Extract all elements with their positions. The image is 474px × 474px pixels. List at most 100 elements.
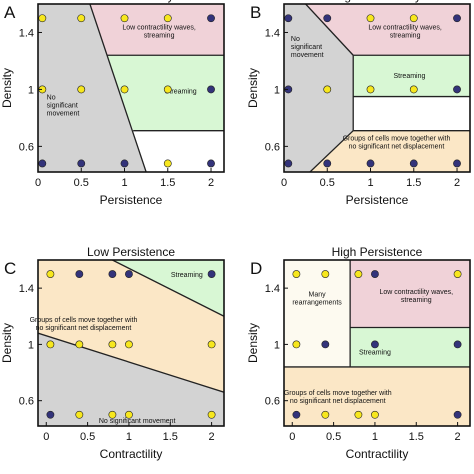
region-label-0: Many rearrangements <box>292 292 342 307</box>
y-tick-label: 1.4 <box>19 283 34 295</box>
data-point <box>371 340 379 349</box>
region-0 <box>284 260 351 367</box>
y-axis-label: Density <box>0 68 14 108</box>
y-tick-label: 1.4 <box>19 27 34 39</box>
y-tick-label: 0.6 <box>265 141 280 153</box>
region-label-0: No significant movement <box>291 36 324 59</box>
chart-title: Low Persistence <box>87 245 175 259</box>
region-label-line: Streaming <box>171 272 203 279</box>
data-point <box>453 14 461 23</box>
data-point <box>207 270 216 278</box>
x-tick-label: 2 <box>208 177 214 189</box>
region-2 <box>350 327 470 367</box>
region-2 <box>353 55 470 97</box>
x-axis-label: Persistence <box>100 193 163 207</box>
x-tick-label: 2 <box>454 177 460 189</box>
x-tick-label: 0.5 <box>326 431 341 443</box>
chart-panel-d: Many rearrangements Low contractility wave… <box>246 245 471 461</box>
data-point <box>292 410 301 419</box>
data-point <box>46 270 55 278</box>
data-point <box>323 14 332 23</box>
data-point <box>207 14 215 23</box>
x-tick-label: 2 <box>455 431 461 443</box>
panel-letter: B <box>250 3 261 22</box>
region-label-1: Low contractility waves, streaming <box>122 25 196 40</box>
data-point <box>292 340 301 349</box>
data-point <box>108 340 117 349</box>
data-point <box>453 410 462 419</box>
region-label-line: Groups of cells move together with <box>284 390 392 397</box>
region-label-line: No <box>291 36 300 43</box>
data-point <box>108 270 117 278</box>
x-tick-label: 0.5 <box>74 177 89 189</box>
x-axis-label: Contractility <box>100 447 163 461</box>
data-point <box>125 410 133 419</box>
y-tick-label: 1 <box>28 339 34 351</box>
panel-letter: C <box>4 259 16 278</box>
x-tick-label: 1.5 <box>160 177 175 189</box>
chart-panel-a: No significant movement Low contractility w… <box>0 0 225 207</box>
x-tick-label: 0 <box>281 177 287 189</box>
x-tick-label: 1 <box>121 177 127 189</box>
y-tick-label: 0.6 <box>265 396 280 408</box>
region-label-1: Low contractility waves, streaming <box>380 289 454 304</box>
region-label-line: streaming <box>401 297 432 304</box>
data-point <box>163 14 172 23</box>
region-label-3: Groups of cells move together with no sig… <box>343 136 451 151</box>
data-point <box>371 270 379 278</box>
region-2 <box>38 333 224 426</box>
x-tick-label: 0 <box>289 431 295 443</box>
y-tick-label: 1.4 <box>265 27 280 39</box>
data-point <box>120 159 129 168</box>
x-tick-label: 1 <box>126 431 132 443</box>
region-label-line: Groups of cells move together with <box>343 136 451 143</box>
region-boundary-0 <box>112 260 224 317</box>
panel-letter: D <box>250 259 262 278</box>
data-point <box>125 270 133 278</box>
data-point <box>120 85 129 94</box>
data-point <box>284 159 293 168</box>
data-point <box>354 270 363 278</box>
x-tick-label: 1 <box>367 177 373 189</box>
y-tick-label: 1 <box>274 84 280 96</box>
region-label-line: movement <box>291 52 324 59</box>
data-point <box>321 410 330 419</box>
x-tick-label: 1.5 <box>163 431 178 443</box>
region-3 <box>310 130 470 172</box>
region-0 <box>38 4 147 172</box>
y-axis-label: Density <box>0 323 14 363</box>
data-point <box>77 85 86 94</box>
x-axis-label: Persistence <box>346 193 409 207</box>
region-label-line: rearrangements <box>292 300 342 307</box>
plot-area <box>284 4 470 172</box>
data-point <box>321 340 330 349</box>
region-label-line: streaming <box>390 33 421 40</box>
region-label-line: Low contractility waves, <box>380 289 454 296</box>
plot-area <box>38 4 224 172</box>
data-point <box>38 159 47 168</box>
region-label-line: movement <box>47 110 80 117</box>
region-label-line: significant <box>291 44 322 51</box>
region-label-2: Streaming <box>359 349 391 356</box>
region-label-line: Streaming <box>165 89 197 96</box>
data-point <box>321 270 330 278</box>
region-boundary-2 <box>309 130 354 172</box>
data-point <box>323 159 332 168</box>
plot-frame <box>283 3 471 173</box>
data-point <box>207 410 216 419</box>
data-point <box>323 85 332 94</box>
data-point <box>207 85 215 94</box>
chart-title: Low contractility <box>88 0 173 3</box>
region-label-line: significant <box>47 102 78 109</box>
region-label-line: no significant net displacement <box>349 144 445 151</box>
region-1 <box>350 260 470 328</box>
data-point <box>77 14 86 23</box>
data-point <box>207 340 216 349</box>
data-point <box>409 159 418 168</box>
data-point <box>108 410 117 419</box>
region-label-1: Low contractility waves, streaming <box>368 25 442 40</box>
data-point <box>284 14 293 23</box>
y-tick-label: 1.4 <box>265 283 280 295</box>
data-point <box>354 410 363 419</box>
